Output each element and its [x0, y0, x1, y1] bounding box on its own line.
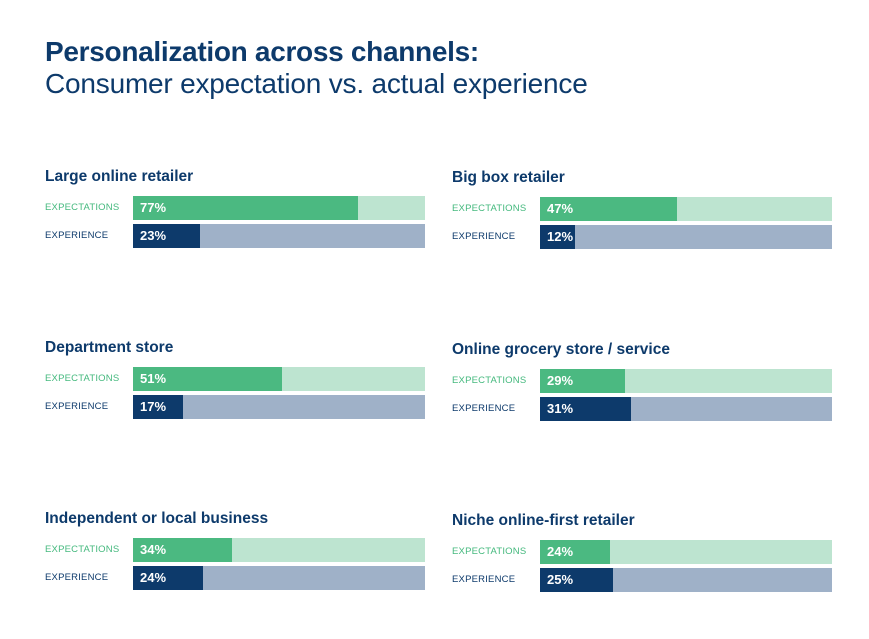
- expectations-bar-track: 47%: [540, 197, 832, 221]
- experience-bar-track: 31%: [540, 397, 832, 421]
- expectations-value-label: 34%: [140, 542, 167, 557]
- expectations-bar-track: 34%: [133, 538, 425, 562]
- experience-label: EXPERIENCE: [452, 231, 516, 242]
- experience-row: EXPERIENCE 25%: [452, 568, 838, 592]
- experience-row: EXPERIENCE 24%: [45, 566, 431, 590]
- panel-title: Independent or local business: [45, 510, 269, 527]
- channel-panel: Department store EXPECTATIONS 51% EXPERIENC…: [45, 339, 431, 429]
- experience-row: EXPERIENCE 23%: [45, 224, 431, 248]
- expectations-value-label: 47%: [547, 201, 574, 216]
- expectations-label: EXPECTATIONS: [452, 546, 527, 557]
- expectations-row: EXPECTATIONS 47%: [452, 197, 838, 221]
- channel-panel: Big box retailer EXPECTATIONS 47% EXPERIENC…: [452, 169, 838, 259]
- experience-row: EXPERIENCE 31%: [452, 397, 838, 421]
- expectations-row: EXPECTATIONS 51%: [45, 367, 431, 391]
- panel-title: Large online retailer: [45, 168, 194, 185]
- channel-panel: Independent or local business EXPECTATION…: [45, 510, 431, 600]
- expectations-row: EXPECTATIONS 77%: [45, 196, 431, 220]
- experience-bar: [133, 566, 203, 590]
- expectations-row: EXPECTATIONS 24%: [452, 540, 838, 564]
- experience-row: EXPERIENCE 17%: [45, 395, 431, 419]
- expectations-bar-track: 24%: [540, 540, 832, 564]
- experience-bar: [540, 568, 613, 592]
- expectations-value-label: 24%: [547, 544, 574, 559]
- experience-bar: [540, 225, 575, 249]
- expectations-bar: [133, 538, 232, 562]
- expectations-bar: [133, 367, 282, 391]
- experience-bar-track: 24%: [133, 566, 425, 590]
- expectations-value-label: 77%: [140, 200, 167, 215]
- experience-value-label: 25%: [547, 572, 574, 587]
- channel-panel: Large online retailer EXPECTATIONS 77% EXPE…: [45, 168, 431, 258]
- expectations-bar: [133, 196, 358, 220]
- experience-bar: [540, 397, 631, 421]
- experience-label: EXPERIENCE: [45, 572, 109, 583]
- panel-title: Department store: [45, 339, 174, 356]
- chart-subtitle: Consumer expectation vs. actual experien…: [45, 68, 588, 99]
- expectations-label: EXPECTATIONS: [45, 544, 120, 555]
- expectations-label: EXPECTATIONS: [452, 375, 527, 386]
- expectations-value-label: 51%: [140, 371, 167, 386]
- expectations-bar: [540, 540, 610, 564]
- expectations-row: EXPECTATIONS 29%: [452, 369, 838, 393]
- experience-bar-track: 17%: [133, 395, 425, 419]
- channel-panel: Online grocery store / service EXPECTATIO…: [452, 341, 838, 431]
- panel-title: Online grocery store / service: [452, 341, 670, 358]
- expectations-bar: [540, 197, 677, 221]
- experience-value-label: 17%: [140, 399, 167, 414]
- panel-title: Niche online-first retailer: [452, 512, 635, 529]
- experience-bar: [133, 395, 183, 419]
- experience-value-label: 12%: [547, 229, 574, 244]
- experience-bar: [133, 224, 200, 248]
- experience-label: EXPERIENCE: [452, 574, 516, 585]
- panel-title: Big box retailer: [452, 169, 565, 186]
- expectations-bar-track: 51%: [133, 367, 425, 391]
- experience-value-label: 24%: [140, 570, 167, 585]
- expectations-bar-track: 29%: [540, 369, 832, 393]
- expectations-label: EXPECTATIONS: [45, 373, 120, 384]
- expectations-label: EXPECTATIONS: [452, 203, 527, 214]
- expectations-bar: [540, 369, 625, 393]
- chart-title-block: Personalization across channels: Consume…: [45, 36, 588, 100]
- expectations-row: EXPECTATIONS 34%: [45, 538, 431, 562]
- expectations-value-label: 29%: [547, 373, 574, 388]
- experience-label: EXPERIENCE: [45, 230, 109, 241]
- experience-bar-track: 23%: [133, 224, 425, 248]
- experience-label: EXPERIENCE: [45, 401, 109, 412]
- experience-bar-track: 25%: [540, 568, 832, 592]
- expectations-label: EXPECTATIONS: [45, 202, 120, 213]
- chart-title: Personalization across channels:: [45, 36, 479, 67]
- channel-panel: Niche online-first retailer EXPECTATIONS 2…: [452, 512, 838, 602]
- experience-label: EXPERIENCE: [452, 403, 516, 414]
- experience-value-label: 23%: [140, 228, 167, 243]
- experience-bar-track: 12%: [540, 225, 832, 249]
- experience-row: EXPERIENCE 12%: [452, 225, 838, 249]
- experience-value-label: 31%: [547, 401, 574, 416]
- expectations-bar-track: 77%: [133, 196, 425, 220]
